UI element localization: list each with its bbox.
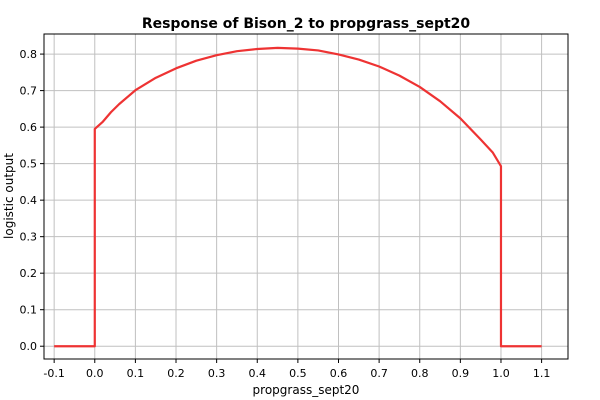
y-tick-label: 0.6 xyxy=(20,121,38,134)
x-tick-label: 0.1 xyxy=(127,367,145,380)
series-layer xyxy=(54,46,542,348)
x-axis-label: propgrass_sept20 xyxy=(253,383,360,397)
x-axis-ticks: -0.1 0.0 0.1 0.2 0.3 0.4 0.5 0.6 0.7 0.8 0.9 1.0 1.1 xyxy=(43,359,550,380)
x-tick-label: 0.7 xyxy=(370,367,388,380)
response-curve xyxy=(54,46,542,348)
x-tick-label: 0.9 xyxy=(452,367,470,380)
grid xyxy=(44,34,568,359)
y-axis-ticks: 0.0 0.1 0.2 0.3 0.4 0.5 0.6 0.7 0.8 xyxy=(20,48,44,353)
chart-title: Response of Bison_2 to propgrass_sept20 xyxy=(142,16,471,32)
x-tick-label: 1.1 xyxy=(533,367,551,380)
x-tick-label: -0.1 xyxy=(43,367,64,380)
y-tick-label: 0.3 xyxy=(20,231,38,244)
x-tick-label: 0.0 xyxy=(86,367,104,380)
y-axis-label: logistic output xyxy=(2,153,16,239)
x-tick-label: 0.4 xyxy=(249,367,267,380)
y-tick-label: 0.2 xyxy=(20,267,38,280)
y-tick-label: 0.7 xyxy=(20,85,38,98)
y-tick-label: 0.4 xyxy=(20,194,38,207)
x-tick-label: 0.3 xyxy=(208,367,226,380)
y-tick-label: 0.0 xyxy=(20,340,38,353)
plot-frame xyxy=(43,33,569,360)
x-tick-label: 0.2 xyxy=(167,367,185,380)
y-tick-label: 0.1 xyxy=(20,304,38,317)
x-tick-label: 0.5 xyxy=(289,367,307,380)
x-tick-label: 0.6 xyxy=(330,367,348,380)
y-tick-label: 0.5 xyxy=(20,158,38,171)
y-tick-label: 0.8 xyxy=(20,48,38,61)
x-tick-label: 1.0 xyxy=(492,367,510,380)
x-tick-label: 0.8 xyxy=(411,367,429,380)
